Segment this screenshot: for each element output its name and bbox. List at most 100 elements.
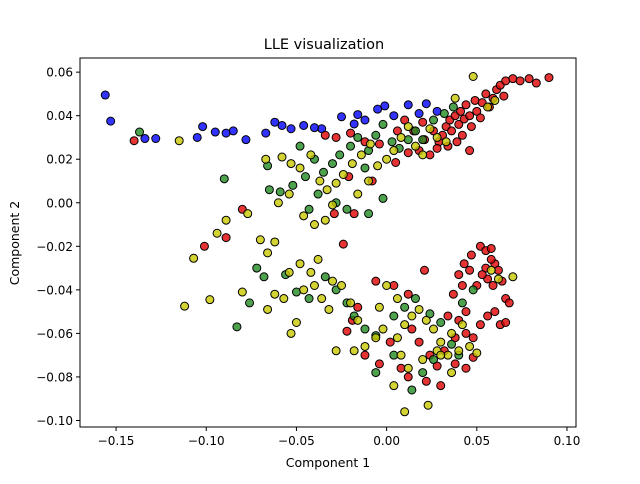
data-point — [466, 122, 476, 132]
data-point — [403, 372, 413, 382]
data-point — [486, 243, 496, 253]
data-point — [198, 122, 208, 132]
data-point — [313, 254, 323, 264]
data-point — [501, 318, 511, 327]
data-point — [364, 176, 374, 186]
data-point — [273, 198, 283, 208]
data-point — [378, 324, 388, 334]
data-point — [475, 113, 485, 123]
data-point — [243, 209, 253, 219]
data-point — [318, 167, 328, 177]
data-point — [414, 337, 424, 347]
y-tick-label: 0.06 — [46, 66, 73, 80]
data-point — [425, 124, 435, 134]
data-point — [277, 120, 287, 130]
data-point — [490, 307, 500, 317]
y-tick-label: −0.04 — [36, 283, 73, 297]
data-point — [465, 111, 475, 121]
data-point — [418, 117, 428, 127]
data-point — [349, 209, 359, 219]
data-point — [499, 91, 509, 101]
data-point — [400, 302, 410, 312]
data-point — [461, 307, 471, 317]
data-point — [337, 281, 347, 290]
data-point — [407, 385, 417, 395]
data-point — [461, 363, 471, 373]
data-point — [309, 220, 319, 230]
data-point — [328, 276, 338, 286]
data-point — [524, 74, 534, 84]
data-point — [284, 189, 294, 199]
data-point — [324, 304, 334, 314]
y-tick-label: 0.02 — [46, 153, 73, 167]
data-point — [436, 318, 446, 327]
data-point — [300, 172, 310, 182]
data-point — [304, 294, 314, 304]
data-point — [299, 120, 309, 130]
y-tick-label: −0.10 — [36, 414, 73, 428]
data-point — [481, 89, 491, 99]
data-point — [263, 248, 273, 258]
data-point — [488, 281, 498, 290]
data-point — [457, 298, 467, 308]
data-point — [436, 381, 446, 391]
data-point — [304, 204, 314, 214]
data-point — [299, 285, 309, 295]
data-point — [392, 333, 402, 343]
data-point — [360, 163, 370, 173]
data-point — [465, 341, 475, 351]
data-point — [338, 239, 348, 249]
data-point — [493, 274, 503, 284]
x-tick-label: 0.05 — [463, 434, 490, 448]
data-point — [457, 130, 467, 140]
data-point — [472, 348, 482, 358]
data-point — [457, 281, 467, 290]
data-point — [396, 350, 406, 360]
data-point — [429, 355, 439, 365]
data-point — [400, 407, 410, 417]
data-point — [454, 346, 464, 356]
data-point — [508, 272, 518, 282]
data-point — [373, 104, 383, 114]
data-point — [447, 126, 457, 136]
data-point — [365, 139, 375, 149]
data-point — [245, 298, 255, 308]
data-point — [461, 328, 471, 338]
data-point — [261, 154, 271, 164]
data-point — [407, 311, 417, 321]
data-point — [457, 320, 467, 330]
data-point — [403, 122, 413, 132]
data-point — [237, 287, 247, 297]
data-point — [331, 346, 341, 356]
data-point — [342, 204, 352, 214]
data-point — [309, 281, 319, 290]
data-point — [407, 324, 417, 334]
data-point — [356, 150, 366, 160]
data-point — [277, 152, 287, 162]
data-point — [389, 111, 399, 121]
data-point — [342, 326, 352, 336]
data-point — [353, 132, 363, 142]
data-point — [371, 130, 381, 140]
data-point — [410, 126, 420, 136]
data-point — [490, 95, 500, 105]
data-point — [380, 101, 390, 111]
data-point — [461, 100, 471, 110]
data-point — [346, 298, 356, 308]
y-tick-label: −0.02 — [36, 240, 73, 254]
data-point — [320, 130, 330, 140]
data-point — [418, 135, 428, 145]
x-tick-label: 0.00 — [373, 434, 400, 448]
data-point — [347, 159, 357, 169]
data-point — [270, 237, 280, 247]
data-point — [459, 259, 469, 269]
data-point — [418, 150, 428, 160]
data-point — [286, 328, 296, 338]
data-point — [410, 294, 420, 304]
data-point — [353, 315, 363, 325]
data-point — [353, 189, 363, 199]
data-point — [450, 93, 460, 103]
data-point — [475, 320, 485, 330]
data-point — [221, 233, 231, 243]
data-point — [284, 267, 294, 277]
